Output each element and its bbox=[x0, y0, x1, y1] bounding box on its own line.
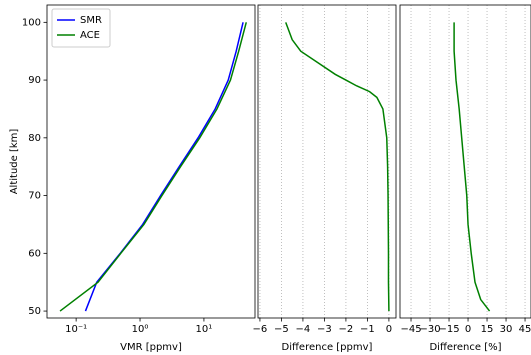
x-tick-label: −15 bbox=[438, 324, 459, 335]
x-tick-label: 30 bbox=[500, 324, 513, 335]
x-tick-label: 10⁰ bbox=[132, 324, 149, 335]
data-line bbox=[453, 22, 491, 312]
x-tick-label: −5 bbox=[274, 324, 289, 335]
y-tick-label: 80 bbox=[28, 133, 41, 144]
y-tick-label: 100 bbox=[22, 17, 41, 28]
x-axis-label: Difference [ppmv] bbox=[282, 342, 373, 353]
y-tick-label: 60 bbox=[28, 248, 41, 259]
axes-frame bbox=[399, 4, 531, 319]
legend-label: SMR bbox=[80, 15, 102, 26]
y-tick-label: 90 bbox=[28, 75, 41, 86]
x-tick-label: −2 bbox=[339, 324, 354, 335]
data-line bbox=[59, 22, 247, 312]
x-tick-label: −45 bbox=[400, 324, 421, 335]
legend-label: ACE bbox=[80, 30, 100, 41]
x-tick-label: 0 bbox=[465, 324, 471, 335]
x-tick-label: 15 bbox=[481, 324, 494, 335]
x-tick-label: −6 bbox=[253, 324, 268, 335]
x-tick-label: −4 bbox=[296, 324, 311, 335]
legend-box bbox=[51, 8, 111, 48]
axes-frame bbox=[257, 4, 397, 319]
y-tick-label: 50 bbox=[28, 306, 41, 317]
x-axis-label: Difference [%] bbox=[429, 342, 501, 353]
x-tick-label: 0 bbox=[386, 324, 392, 335]
y-axis-label: Altitude [km] bbox=[9, 129, 20, 195]
data-line bbox=[285, 22, 390, 312]
x-tick-label: 10⁻¹ bbox=[65, 324, 87, 335]
x-tick-label: −3 bbox=[317, 324, 332, 335]
x-tick-label: 10¹ bbox=[196, 324, 213, 335]
y-tick-label: 70 bbox=[28, 191, 41, 202]
x-tick-label: 45 bbox=[519, 324, 531, 335]
axes-frame bbox=[46, 4, 256, 319]
x-axis-label: VMR [ppmv] bbox=[120, 342, 182, 353]
x-tick-label: −1 bbox=[360, 324, 375, 335]
x-tick-label: −30 bbox=[419, 324, 440, 335]
